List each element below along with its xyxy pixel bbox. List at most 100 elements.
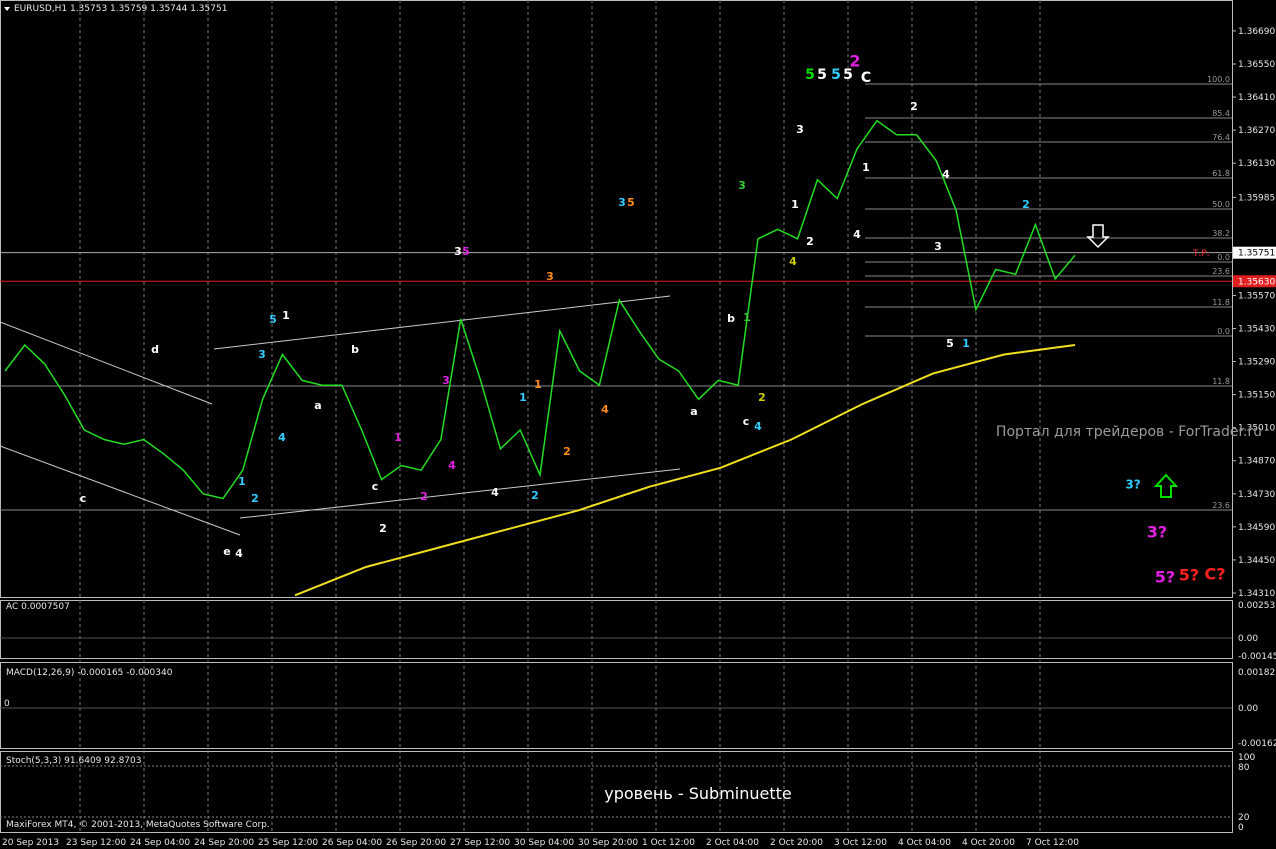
scale-label: -0.001627 — [1238, 739, 1276, 749]
price-label: 1.35290 — [1238, 358, 1275, 368]
wave-label: 3 — [258, 348, 266, 361]
time-label: 26 Sep 20:00 — [386, 838, 446, 848]
wave-label: c — [372, 480, 379, 493]
wave-label: C? — [1204, 565, 1225, 584]
wave-label: 3 — [796, 123, 804, 136]
fibo-label: 11.8 — [1212, 298, 1230, 307]
macd-zero-label: 0 — [4, 699, 10, 709]
fibo-label: 50.0 — [1212, 200, 1230, 209]
channel-line — [0, 321, 213, 405]
scale-label: 0.001823 — [1238, 668, 1276, 678]
wave-label: b — [727, 312, 735, 325]
wave-label: 1 — [394, 431, 402, 444]
time-label: 24 Sep 04:00 — [130, 838, 190, 848]
watermark: Портал для трейдеров - ForTrader.ru — [996, 424, 1262, 440]
fibo-label: 100.0 — [1207, 75, 1230, 84]
tp-label: Т.Р. — [1192, 249, 1210, 259]
fibo-label: 0.0 — [1217, 327, 1230, 336]
wave-label: 3 — [618, 196, 626, 209]
scale-label: 80 — [1238, 763, 1250, 773]
down-arrow — [1086, 224, 1110, 249]
wave-label: 2 — [758, 391, 766, 404]
time-label: 2 Oct 20:00 — [770, 838, 823, 848]
stoch-panel — [0, 751, 1233, 833]
price-label: 1.35985 — [1238, 193, 1275, 203]
wave-label: 5 — [805, 67, 815, 83]
wave-degree: уровень - Subminuette — [604, 784, 792, 803]
price-label: 1.35430 — [1238, 324, 1275, 334]
scale-label: 0.00 — [1238, 634, 1258, 644]
channels — [0, 295, 681, 536]
time-label: 24 Sep 20:00 — [194, 838, 254, 848]
stoch-levels — [0, 765, 1232, 818]
fibo-label: 38.2 — [1212, 229, 1230, 238]
scale-label: -0.00145 — [1238, 652, 1276, 662]
time-label: 1 Oct 12:00 — [642, 838, 695, 848]
wave-label: 4 — [754, 420, 762, 433]
wave-label: e — [223, 545, 230, 558]
wave-label: c — [80, 492, 87, 505]
wave-label: 2 — [1022, 198, 1030, 211]
ac-panel — [0, 600, 1233, 659]
price-label: 1.36130 — [1238, 159, 1275, 169]
footer: MaxiForex MT4, © 2001-2013, MetaQuotes S… — [6, 820, 270, 830]
red-level-label: 1.35630 — [1238, 277, 1275, 287]
channel-line — [0, 445, 241, 536]
wave-label: 4 — [789, 255, 797, 268]
wave-label: 1 — [862, 161, 870, 174]
price-line — [294, 344, 1076, 597]
wave-label: a — [314, 399, 321, 412]
time-label: 30 Sep 04:00 — [514, 838, 574, 848]
wave-label: 4 — [853, 228, 861, 241]
time-label: 23 Sep 12:00 — [66, 838, 126, 848]
grid — [79, 0, 1236, 832]
scale-label: 0.00253 — [1238, 601, 1275, 611]
scale-label: 100 — [1238, 753, 1255, 763]
wave-label: 4 — [942, 168, 950, 181]
fibo-label: 76.4 — [1212, 133, 1230, 142]
wave-label: d — [151, 343, 159, 356]
price-label: 1.36270 — [1238, 126, 1275, 136]
price-label: 1.34450 — [1238, 556, 1275, 566]
price-label: 1.34310 — [1238, 589, 1275, 599]
symbol-info: EURUSD,H1 1.35753 1.35759 1.35744 1.3575… — [14, 4, 227, 14]
price-label: 1.35010 — [1238, 424, 1275, 434]
wave-label: 1 — [962, 337, 970, 350]
price-label: 1.34590 — [1238, 523, 1275, 533]
fibonacci — [0, 83, 1232, 511]
time-label: 30 Sep 20:00 — [578, 838, 638, 848]
wave-label: 2 — [531, 489, 539, 502]
price-label: 1.36410 — [1238, 93, 1275, 103]
wave-label: 5? — [1155, 568, 1175, 587]
price-label: 1.35570 — [1238, 291, 1275, 301]
fibo-label: 85.4 — [1212, 109, 1230, 118]
wave-label: 4 — [448, 459, 456, 472]
price-label: 1.34730 — [1238, 490, 1275, 500]
wave-label: 3 — [546, 270, 554, 283]
time-label: 4 Oct 20:00 — [962, 838, 1015, 848]
wave-label: 3 — [454, 245, 462, 258]
wave-label: 4 — [601, 403, 609, 416]
wave-label: c — [743, 415, 750, 428]
wave-label: 1 — [534, 378, 542, 391]
fibo-label: 23.6 — [1212, 267, 1230, 276]
wave-label: 5? — [1179, 566, 1199, 585]
wave-label: 2 — [910, 100, 918, 113]
wave-label: 2 — [420, 490, 428, 503]
scale-label: 0.00 — [1238, 704, 1258, 714]
fibo-label: 0.0 — [1217, 253, 1230, 262]
ac-header: AC 0.0007507 — [6, 602, 70, 612]
bid-box — [1233, 246, 1276, 259]
time-label: 4 Oct 04:00 — [898, 838, 951, 848]
time-label: 2 Oct 04:00 — [706, 838, 759, 848]
wave-label: 1 — [743, 311, 751, 324]
wave-label: 3? — [1147, 523, 1167, 542]
price-label: 1.36550 — [1238, 60, 1275, 70]
wave-label: 5 — [831, 67, 841, 83]
wave-label: 4 — [235, 547, 243, 560]
wave-label: 3 — [738, 179, 746, 192]
wave-label: 5 — [817, 67, 827, 83]
wave-label: 2 — [251, 492, 259, 505]
up-arrow — [1153, 473, 1179, 498]
